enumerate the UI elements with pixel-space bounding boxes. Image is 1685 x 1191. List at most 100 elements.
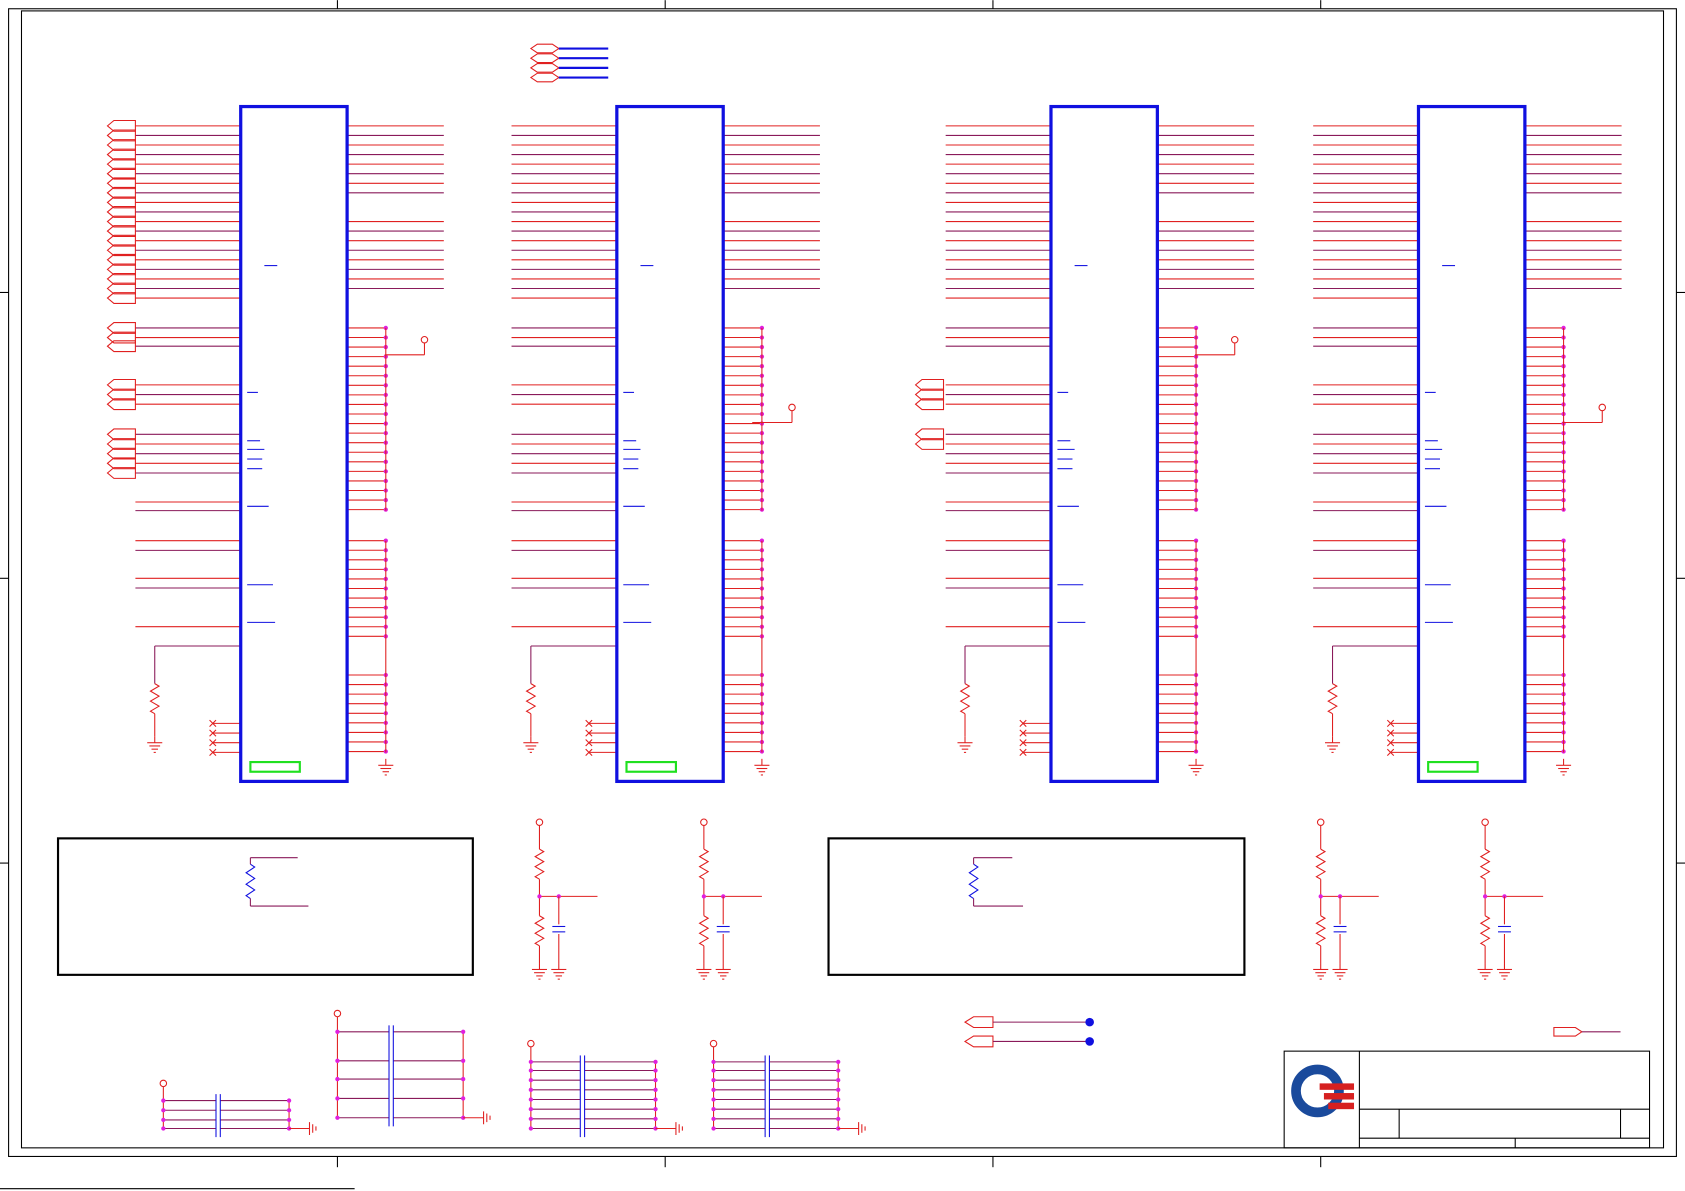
junction bbox=[528, 1097, 534, 1102]
junction bbox=[286, 1117, 292, 1123]
port-symbol bbox=[106, 428, 136, 441]
junction bbox=[286, 1108, 292, 1113]
package-marker bbox=[249, 760, 301, 773]
test-point bbox=[788, 403, 796, 412]
junction bbox=[653, 1068, 658, 1073]
junction bbox=[836, 1116, 841, 1121]
resistor bbox=[698, 848, 710, 880]
no-connect bbox=[209, 719, 217, 727]
junction bbox=[653, 1107, 658, 1112]
junction bbox=[711, 1107, 716, 1112]
no-connect bbox=[1019, 739, 1027, 747]
port-symbol bbox=[106, 322, 136, 334]
junction bbox=[1085, 1037, 1094, 1046]
no-connect bbox=[1019, 748, 1027, 756]
junction bbox=[528, 1107, 534, 1112]
ground bbox=[483, 1111, 491, 1125]
resistor bbox=[1479, 848, 1491, 880]
port-symbol bbox=[1553, 1026, 1583, 1037]
test-point bbox=[420, 335, 429, 344]
junction bbox=[161, 1098, 166, 1103]
no-connect bbox=[1386, 748, 1395, 756]
title-block bbox=[1283, 1050, 1651, 1149]
title-block-frame bbox=[1283, 1050, 1651, 1149]
resistor bbox=[534, 848, 545, 880]
logo-stripe bbox=[1323, 1093, 1355, 1100]
junction bbox=[653, 1116, 658, 1121]
ground bbox=[675, 1122, 683, 1135]
junction bbox=[286, 1098, 292, 1103]
resistor bbox=[1315, 848, 1327, 880]
junction bbox=[335, 1029, 340, 1034]
junction bbox=[335, 1076, 340, 1082]
junction bbox=[528, 1068, 534, 1073]
junction bbox=[653, 1097, 658, 1102]
port-symbol bbox=[106, 388, 136, 401]
logo-stripe bbox=[1319, 1083, 1355, 1090]
junction bbox=[711, 1068, 716, 1073]
port-symbol bbox=[106, 467, 136, 479]
test-point bbox=[527, 1039, 535, 1048]
inner-frame bbox=[20, 10, 1665, 1149]
junction bbox=[711, 1116, 716, 1121]
junction bbox=[653, 1078, 658, 1083]
junction bbox=[711, 1078, 716, 1083]
no-connect bbox=[1019, 729, 1027, 737]
port-symbol bbox=[106, 438, 136, 450]
logo-stripe bbox=[1328, 1102, 1355, 1110]
junction bbox=[161, 1117, 166, 1123]
junction bbox=[711, 1097, 716, 1102]
package-marker bbox=[1427, 760, 1479, 773]
no-connect bbox=[1386, 729, 1395, 737]
port-symbol bbox=[106, 457, 136, 470]
port-symbol bbox=[106, 292, 136, 304]
junction bbox=[836, 1059, 841, 1065]
note-box bbox=[56, 837, 474, 976]
resistor bbox=[968, 863, 979, 899]
junction bbox=[836, 1087, 841, 1092]
chip bbox=[1049, 104, 1159, 784]
no-connect bbox=[1386, 739, 1395, 747]
port-symbol bbox=[914, 398, 945, 411]
resistor bbox=[959, 683, 971, 715]
no-connect bbox=[585, 739, 593, 747]
port-symbol bbox=[106, 340, 136, 353]
junction bbox=[836, 1097, 841, 1102]
ground bbox=[858, 1122, 866, 1135]
junction bbox=[836, 1078, 841, 1083]
junction bbox=[461, 1096, 466, 1101]
resistor bbox=[245, 863, 256, 899]
port-symbol bbox=[914, 438, 945, 450]
no-connect bbox=[585, 729, 593, 737]
port-symbol bbox=[914, 388, 945, 401]
no-connect bbox=[585, 719, 593, 727]
ground bbox=[308, 1122, 317, 1135]
junction bbox=[461, 1076, 466, 1082]
junction bbox=[653, 1059, 658, 1065]
junction bbox=[1482, 894, 1488, 899]
test-point bbox=[1230, 335, 1239, 344]
port-symbol bbox=[106, 398, 136, 411]
junction bbox=[461, 1029, 466, 1034]
logo-ring bbox=[1291, 1064, 1344, 1118]
port-symbol bbox=[106, 378, 136, 391]
junction bbox=[335, 1096, 340, 1101]
resistor bbox=[1327, 683, 1338, 715]
junction bbox=[711, 1126, 716, 1131]
junction bbox=[836, 1068, 841, 1073]
test-point bbox=[1598, 403, 1607, 412]
junction bbox=[653, 1087, 658, 1092]
junction bbox=[836, 1107, 841, 1112]
note-box bbox=[827, 837, 1246, 976]
junction bbox=[335, 1058, 340, 1063]
junction bbox=[711, 1087, 716, 1092]
package-marker bbox=[625, 760, 678, 773]
no-connect bbox=[209, 739, 217, 747]
chip bbox=[239, 104, 349, 784]
resistor bbox=[698, 915, 710, 947]
junction bbox=[528, 1087, 534, 1092]
port-symbol bbox=[914, 378, 945, 391]
junction bbox=[528, 1126, 534, 1131]
